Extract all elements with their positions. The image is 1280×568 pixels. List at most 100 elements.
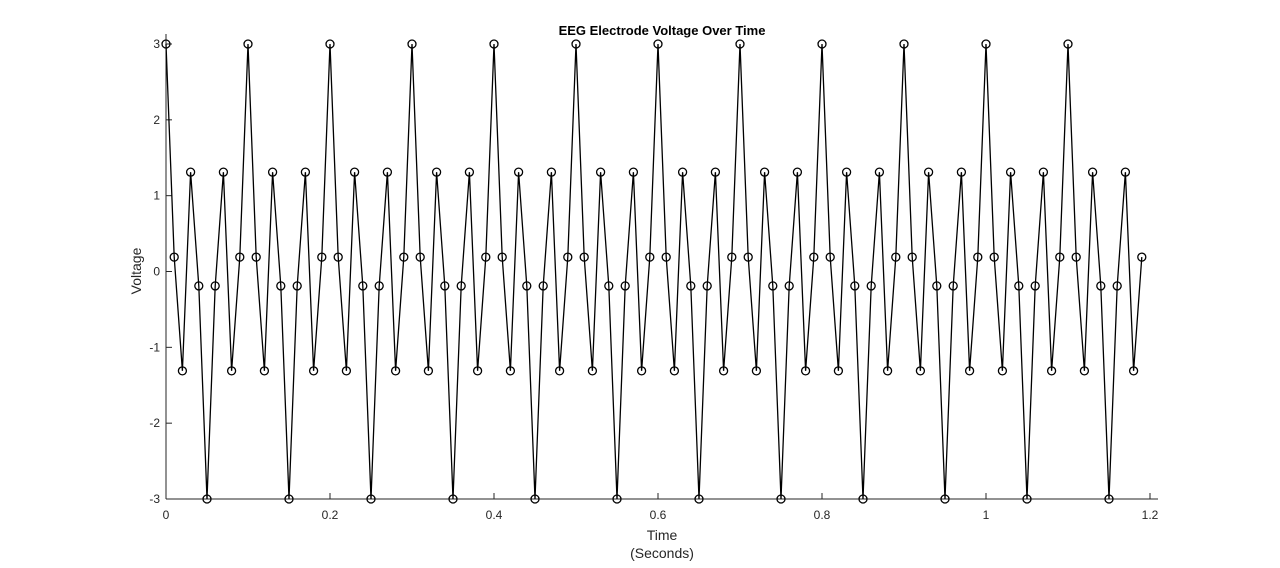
y-tick-label: 2 [153,113,160,127]
data-series [161,39,1147,504]
data-point [1120,167,1131,177]
data-point [267,167,278,177]
data-point [341,366,352,376]
data-point [612,494,622,504]
data-point [489,39,499,49]
x-tick-label: 0 [163,508,170,522]
data-point [284,494,294,504]
data-point [628,167,639,177]
data-point [743,252,753,262]
data-point [792,167,803,177]
data-point [415,252,425,262]
data-point [218,167,229,177]
x-tick-label: 1.2 [1142,508,1159,522]
data-point [472,366,483,376]
y-tick-label: 1 [153,189,160,203]
data-point [1104,494,1114,504]
data-point [694,494,704,504]
data-point [349,167,360,177]
data-point [964,366,975,376]
data-point [1030,281,1040,291]
data-point [407,39,417,49]
data-point [759,167,770,177]
data-point [1112,281,1122,291]
data-point [710,167,721,177]
data-point [538,281,548,291]
data-point [702,281,712,291]
data-point [1055,252,1065,262]
y-tick-label: -3 [149,492,160,506]
data-point [776,494,786,504]
data-point [620,281,630,291]
data-point [448,494,458,504]
x-axis-label: Time [647,527,678,543]
data-point [825,252,835,262]
data-point [1014,281,1024,291]
data-point [522,281,532,291]
data-point [399,252,409,262]
data-point [800,366,811,376]
data-point [973,252,983,262]
data-point [210,281,220,291]
data-point [226,366,237,376]
data-point [325,39,335,49]
data-point [554,366,565,376]
data-point [259,366,270,376]
data-point [981,39,991,49]
data-point [464,167,475,177]
axes: 0 0.2 0.4 0.6 0.8 1 1.2 -3 -2 -1 0 1 2 3 [149,34,1159,522]
data-point [382,167,393,177]
data-point [546,167,557,177]
data-point [956,167,967,177]
data-point [784,281,794,291]
y-tick-label: -1 [149,340,160,354]
data-point [579,252,589,262]
data-point [587,366,598,376]
data-point [1096,281,1106,291]
data-point [374,281,384,291]
data-point [595,167,606,177]
x-tick-label: 1 [983,508,990,522]
y-tick-label: -2 [149,416,160,430]
series-line [165,43,1143,500]
data-point [1128,366,1139,376]
data-point [177,366,188,376]
data-point [161,39,171,49]
data-point [718,366,729,376]
data-point [653,39,663,49]
data-point [366,494,376,504]
data-point [858,494,868,504]
chart-title: EEG Electrode Voltage Over Time [559,23,766,38]
data-point [530,494,540,504]
data-point [456,281,466,291]
data-point [882,366,893,376]
data-point [932,281,942,291]
data-point [727,252,737,262]
data-point [505,366,516,376]
data-point [768,281,778,291]
data-point [915,366,926,376]
data-point [891,252,901,262]
data-point [317,252,327,262]
data-point [923,167,934,177]
y-tick-label: 0 [153,265,160,279]
data-point [940,494,950,504]
data-point [874,167,885,177]
x-tick-label: 0.6 [650,508,667,522]
data-point [899,39,909,49]
x-axis-sublabel: (Seconds) [630,545,694,561]
data-point [989,252,999,262]
data-point [276,281,286,291]
data-point [571,39,581,49]
data-point [636,366,647,376]
data-point [194,281,204,291]
data-point [513,167,524,177]
data-point [677,167,688,177]
data-point [358,281,368,291]
data-point [841,167,852,177]
data-point [604,281,614,291]
data-point [292,281,302,291]
data-point [833,366,844,376]
data-point [1137,252,1147,262]
